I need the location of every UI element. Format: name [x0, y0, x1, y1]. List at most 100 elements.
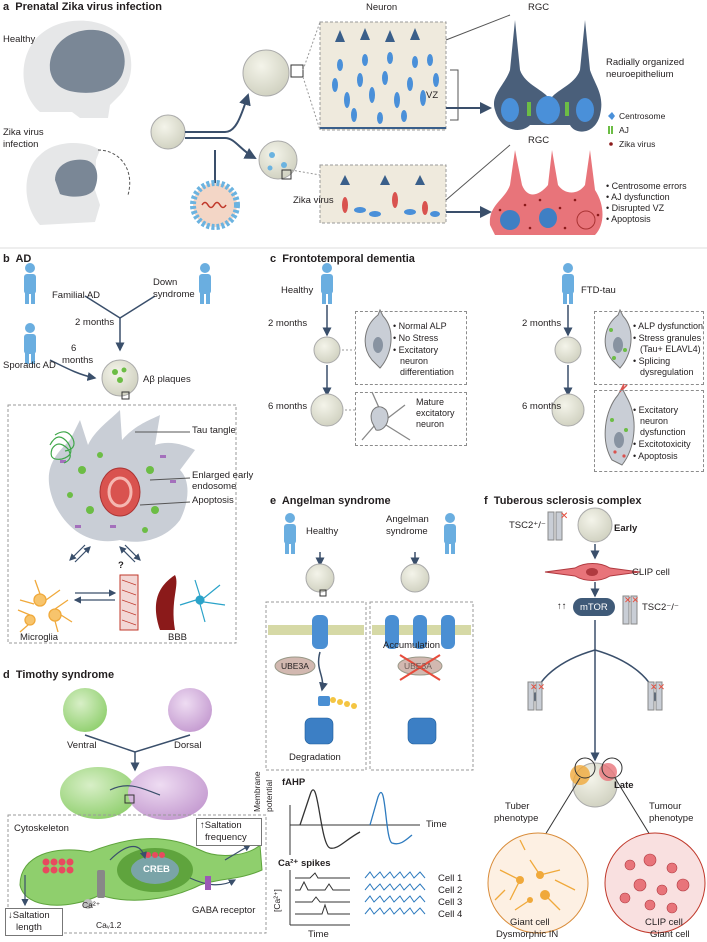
panel-b-title: b AD — [3, 253, 32, 265]
outcome-item: • Disrupted VZ — [606, 203, 665, 213]
label-apoptosis: Apoptosis — [192, 495, 234, 506]
box-ftd-6m — [594, 390, 704, 472]
label-clip-cell-right: CLIP cell — [645, 917, 683, 928]
label-gaba-receptor: GABA receptor — [192, 905, 256, 916]
label-down-1: Down — [153, 277, 178, 288]
label-membrane-1: Membrane — [252, 771, 262, 812]
label-6: 6 — [71, 343, 77, 354]
ftd-2m-item: • Stress granules — [633, 333, 702, 343]
organoid-icon — [242, 49, 290, 97]
outcome-item: • Apoptosis — [606, 214, 651, 224]
healthy-2m-item: • Excitatory — [393, 345, 439, 355]
panel-d-graphics — [7, 688, 267, 934]
ca-trace-healthy — [295, 872, 350, 915]
panel-a-graphics — [23, 14, 615, 235]
tuber-magnified — [487, 832, 589, 934]
label-abeta-plaques: Aβ plaques — [143, 374, 191, 385]
label-zika-infection-1: Zika virus — [3, 127, 44, 138]
ftd-2m-item: • ALP dysfunction — [633, 321, 704, 331]
label-c-healthy: Healthy — [281, 285, 314, 296]
label-ca-spikes: Ca²⁺ spikes — [278, 858, 331, 869]
panel-f-title: f Tuberous sclerosis complex — [484, 495, 642, 507]
label-saltation-down-2: length — [16, 922, 42, 933]
svg-text:✕✕: ✕✕ — [530, 682, 545, 692]
label-radial-2: neuroepithelium — [606, 69, 674, 80]
person-icons — [24, 263, 211, 364]
label-endosome-1: Enlarged early — [192, 470, 254, 481]
saltation-length-box: ↓Saltation length — [5, 908, 63, 936]
label-angelman-2: syndrome — [386, 526, 428, 537]
ftd-6m-item: • Excitotoxicity — [633, 439, 691, 449]
panel-b-graphics — [7, 263, 237, 644]
label-tau-tangle: Tau tangle — [192, 425, 236, 436]
panel-f-graphics: ✕ ✕✕ ✕✕ ✕✕ — [487, 507, 706, 934]
ftd-6m-item: • Apoptosis — [633, 451, 678, 461]
label-tsc2-top: TSC2⁺/⁻ — [509, 520, 546, 531]
label-cav: Caᵥ1.2 — [96, 920, 122, 930]
label-giant-cell-left: Giant cell — [510, 917, 550, 928]
label-familial-ad: Familial AD — [52, 290, 101, 301]
organoid-icon — [150, 114, 186, 150]
svg-text:✕✕: ✕✕ — [624, 595, 639, 605]
ca-trace-angelman — [364, 871, 426, 915]
healthy-6m-text: Mature — [416, 397, 445, 407]
ftd-6m-item: • Excitatory — [633, 405, 679, 415]
label-cell-2: Cell 2 — [438, 885, 463, 896]
label-c-6m-right: 6 months — [522, 401, 562, 412]
label-ca: Ca²⁺ — [82, 900, 101, 910]
label-dysmorphic-in: Dysmorphic IN — [496, 929, 559, 940]
outcome-item: • Centrosome errors — [606, 181, 687, 191]
label-mtor-arrows: ↑↑ — [557, 601, 567, 612]
label-ube3a-left: UBE3A — [281, 661, 309, 671]
ftd-6m-item-cont: neuron — [640, 416, 669, 426]
label-zika-virus: Zika virus — [293, 195, 334, 206]
healthy-brain-icon — [49, 29, 125, 93]
ftd-2m-item-cont: (Tau+ ELAVL4) — [640, 344, 701, 354]
label-neuron: Neuron — [366, 2, 398, 13]
label-accumulation: Accumulation — [383, 640, 441, 651]
label-zika-infection-2: infection — [3, 139, 39, 150]
label-endosome-2: endosome — [192, 481, 237, 492]
label-saltation-up-2: frequency — [205, 832, 247, 843]
healthy-6m-text: excitatory — [416, 408, 455, 418]
panel-a-title: a Prenatal Zika virus infection — [3, 1, 162, 13]
label-membrane-2: potential — [264, 779, 274, 812]
healthy-2m-item: • Normal ALP — [393, 321, 447, 331]
vz-cells — [332, 52, 439, 124]
healthy-2m-item-cont: neuron — [400, 356, 429, 366]
label-months: months — [62, 355, 94, 366]
svg-text:✕✕: ✕✕ — [650, 682, 665, 692]
ftd-2m-item-cont: dysregulation — [640, 367, 694, 377]
label-creb: CREB — [143, 864, 170, 875]
label-ftd-tau: FTD-tau — [581, 285, 616, 296]
saltation-frequency-box: ↑Saltation frequency — [196, 818, 262, 846]
label-degradation: Degradation — [289, 752, 341, 763]
box-ftd-2m — [594, 311, 704, 385]
label-rgc-top: RGC — [528, 2, 550, 13]
label-c-6m-left: 6 months — [268, 401, 308, 412]
label-cell-4: Cell 4 — [438, 909, 463, 920]
tumour-magnified — [604, 832, 706, 934]
label-microglia: Microglia — [20, 632, 59, 643]
box-healthy-2m — [355, 311, 467, 385]
label-tuber-1: Tuber — [505, 801, 530, 812]
legend-centrosome: Centrosome — [619, 111, 666, 121]
label-tumour-2: phenotype — [649, 813, 694, 824]
microglia-icon — [17, 579, 73, 633]
rgc-healthy-icon — [493, 20, 602, 132]
label-dorsal: Dorsal — [174, 740, 202, 751]
label-late: Late — [614, 780, 634, 791]
outcome-item: • AJ dysfunction — [606, 192, 670, 202]
healthy-2m-item-cont: differentiation — [400, 367, 454, 377]
label-radial-1: Radially organized — [606, 57, 685, 68]
label-healthy: Healthy — [3, 34, 36, 45]
label-clip-cell: CLIP cell — [632, 567, 670, 578]
panel-d-title: d Timothy syndrome — [3, 669, 115, 681]
legend-zika: Zika virus — [619, 139, 656, 149]
panel-e-title: e Angelman syndrome — [270, 495, 391, 507]
label-rgc-bottom: RGC — [528, 135, 550, 146]
label-cytoskeleton: Cytoskeleton — [14, 823, 69, 834]
label-giant-cell-right: Giant cell — [650, 929, 690, 940]
label-saltation-up-1: ↑Saltation — [200, 820, 242, 831]
